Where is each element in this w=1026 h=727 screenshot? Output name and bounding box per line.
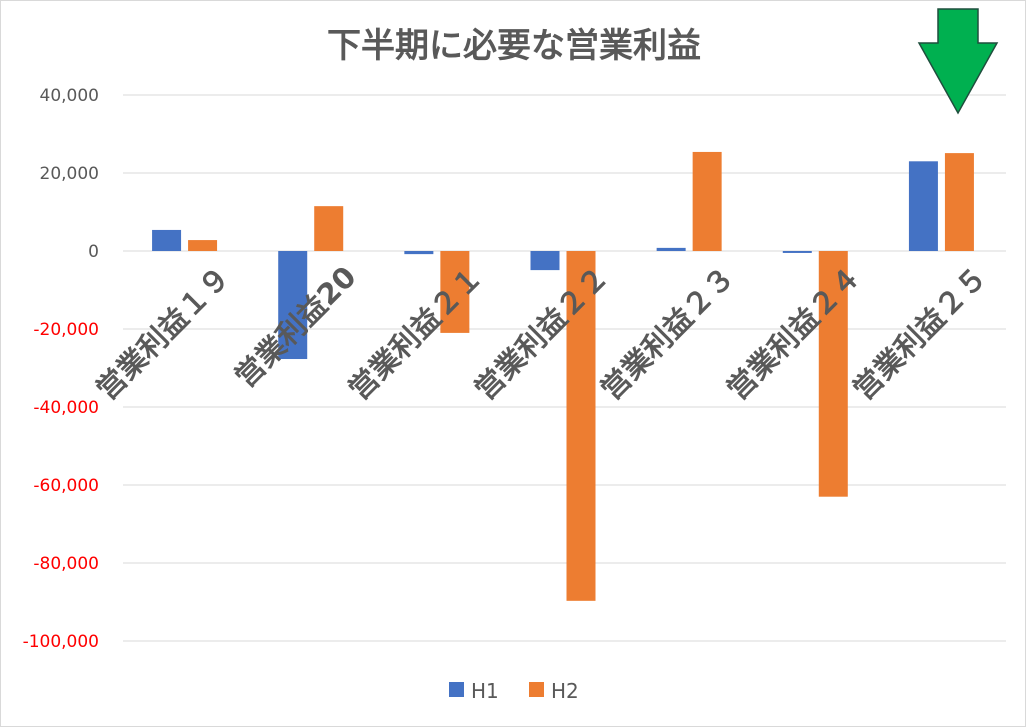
legend-label: H2 [551,679,579,703]
y-tick-label: -20,000 [33,320,99,340]
bar-h2 [818,251,848,497]
bar-h1 [530,251,560,271]
bar-h2 [440,251,470,333]
x-tick-label: 営業利益１９ [89,259,236,406]
y-tick-label: -60,000 [33,476,99,496]
y-tick-label: 0 [88,242,99,262]
bar-h2 [566,251,596,601]
bar-h2 [944,153,974,251]
bar-h1 [278,251,308,360]
y-tick-label: -80,000 [33,554,99,574]
bar-h1 [152,229,182,251]
legend: H1 H2 [449,679,579,703]
x-tick-label: 営業利益２５ [846,259,993,406]
bar-h1 [404,251,434,255]
legend-swatch-h2 [529,682,544,697]
legend-swatch-h1 [449,682,464,697]
chart-title: 下半期に必要な営業利益 [327,26,701,66]
y-tick-label: -40,000 [33,398,99,418]
bar-h2 [314,206,344,251]
bar-h1 [782,251,812,253]
legend-label: H1 [471,679,499,703]
bar-h2 [692,151,722,251]
x-tick-label: 営業利益２３ [594,259,741,406]
down-arrow-icon [917,8,999,115]
bar-h1 [656,247,686,251]
y-tick-label: 40,000 [40,86,99,106]
bar-h2 [188,240,218,251]
bar-h1 [908,161,938,251]
y-tick-label: -100,000 [23,632,99,652]
x-tick-label: 営業利益２１ [342,259,489,406]
y-tick-label: 20,000 [40,164,99,184]
